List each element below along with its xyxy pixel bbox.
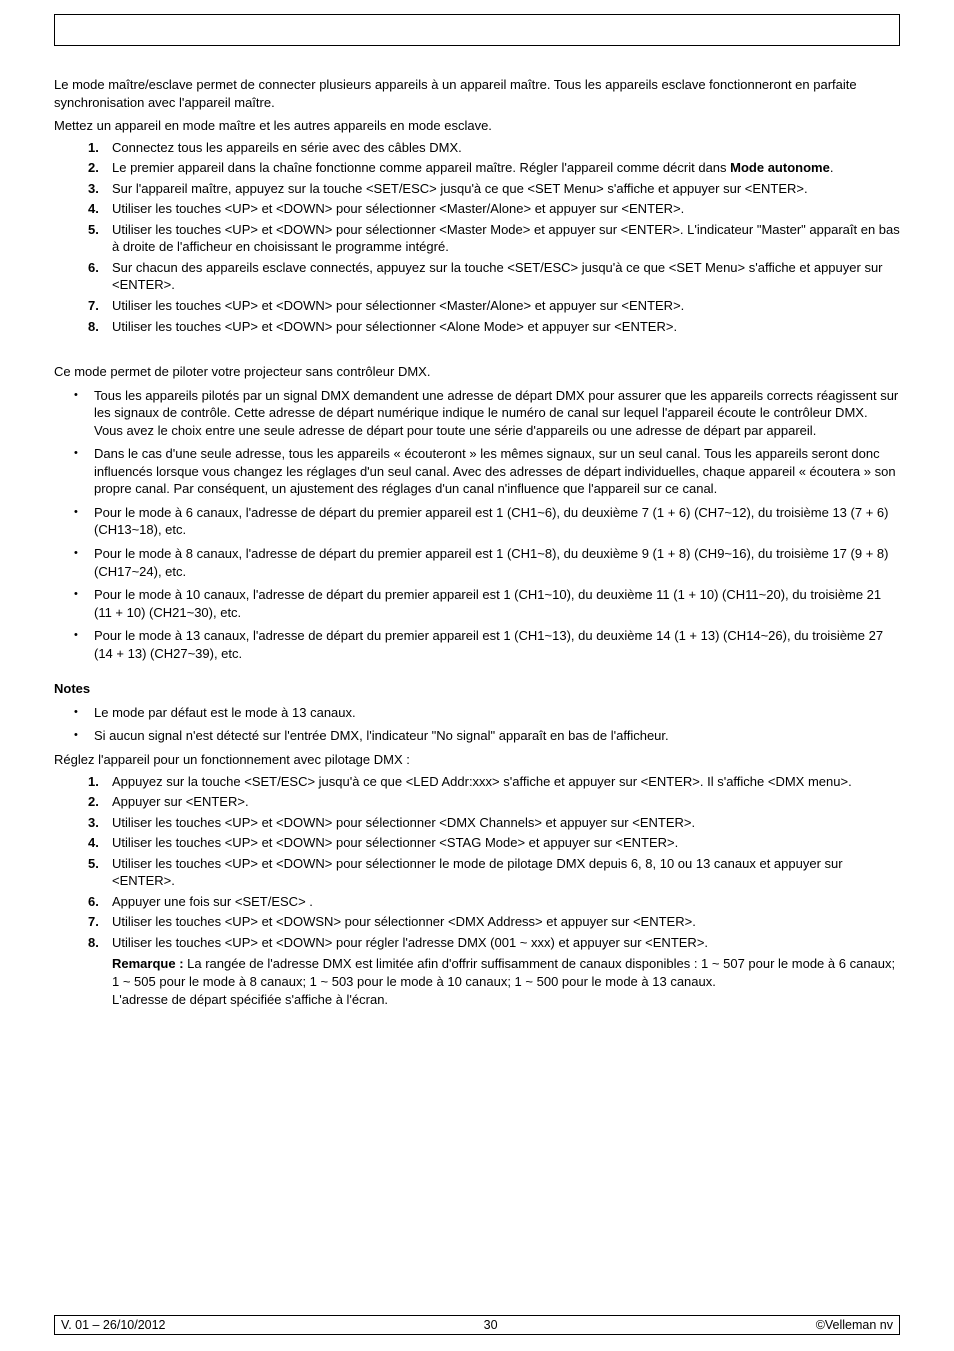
step-text: Utiliser les touches <UP> et <DOWN> pour… <box>112 814 900 832</box>
dmx-bullets: •Tous les appareils pilotés par un signa… <box>54 387 900 663</box>
step-text: Utiliser les touches <UP> et <DOWN> pour… <box>112 934 900 952</box>
remark-text: La rangée de l'adresse DMX est limitée a… <box>112 956 895 989</box>
bullet-text: Pour le mode à 6 canaux, l'adresse de dé… <box>94 504 900 539</box>
ms-intro-1: Le mode maître/esclave permet de connect… <box>54 76 900 111</box>
bullet-text: Pour le mode à 10 canaux, l'adresse de d… <box>94 586 900 621</box>
step-text: Utiliser les touches <UP> et <DOWN> pour… <box>112 221 900 256</box>
step-text: Utiliser les touches <UP> et <DOWN> pour… <box>112 297 900 315</box>
step-text: Appuyez sur la touche <SET/ESC> jusqu'à … <box>112 773 900 791</box>
step-num: 1. <box>88 139 112 157</box>
header-box <box>54 14 900 46</box>
step-num: 7. <box>88 913 112 931</box>
bullet-icon: • <box>74 627 94 662</box>
remark-block: Remarque : La rangée de l'adresse DMX es… <box>112 955 900 990</box>
step-text: Utiliser les touches <UP> et <DOWN> pour… <box>112 855 900 890</box>
bullet-icon: • <box>74 586 94 621</box>
dmx-notes: •Le mode par défaut est le mode à 13 can… <box>54 704 900 745</box>
step-num: 3. <box>88 814 112 832</box>
step-num: 6. <box>88 259 112 294</box>
remark-label: Remarque : <box>112 956 184 971</box>
dmx-intro: Ce mode permet de piloter votre projecte… <box>54 363 900 381</box>
ms-intro-2: Mettez un appareil en mode maître et les… <box>54 117 900 135</box>
step-text: Connectez tous les appareils en série av… <box>112 139 900 157</box>
step-num: 2. <box>88 159 112 177</box>
step-num: 1. <box>88 773 112 791</box>
bullet-icon: • <box>74 445 94 498</box>
step-num: 8. <box>88 934 112 952</box>
after-remark-text: L'adresse de départ spécifiée s'affiche … <box>112 991 900 1009</box>
step-num: 2. <box>88 793 112 811</box>
dmx-setup-steps: 1.Appuyez sur la touche <SET/ESC> jusqu'… <box>54 773 900 952</box>
bullet-text: Pour le mode à 13 canaux, l'adresse de d… <box>94 627 900 662</box>
footer-center: 30 <box>484 1318 498 1332</box>
step-text: Utiliser les touches <UP> et <DOWN> pour… <box>112 318 900 336</box>
step-num: 6. <box>88 893 112 911</box>
cross-ref: Mode autonome <box>730 160 830 175</box>
dmx-setup-intro: Réglez l'appareil pour un fonctionnement… <box>54 751 900 769</box>
step-text: Appuyer une fois sur <SET/ESC> . <box>112 893 900 911</box>
bullet-text: Tous les appareils pilotés par un signal… <box>94 387 900 440</box>
step-text: Utiliser les touches <UP> et <DOWN> pour… <box>112 200 900 218</box>
bullet-icon: • <box>74 727 94 745</box>
note-text: Si aucun signal n'est détecté sur l'entr… <box>94 727 900 745</box>
bullet-text: Dans le cas d'une seule adresse, tous le… <box>94 445 900 498</box>
step-num: 7. <box>88 297 112 315</box>
bullet-icon: • <box>74 504 94 539</box>
step-text: Sur l'appareil maître, appuyez sur la to… <box>112 180 900 198</box>
step-num: 5. <box>88 855 112 890</box>
bullet-icon: • <box>74 545 94 580</box>
step-text: Utiliser les touches <UP> et <DOWSN> pou… <box>112 913 900 931</box>
step-text: Le premier appareil dans la chaîne fonct… <box>112 159 900 177</box>
step-num: 4. <box>88 200 112 218</box>
note-text: Le mode par défaut est le mode à 13 cana… <box>94 704 900 722</box>
step-num: 8. <box>88 318 112 336</box>
bullet-icon: • <box>74 704 94 722</box>
footer-right: ©Velleman nv <box>816 1318 893 1332</box>
step-num: 3. <box>88 180 112 198</box>
step-text: Sur chacun des appareils esclave connect… <box>112 259 900 294</box>
ms-steps: 1.Connectez tous les appareils en série … <box>54 139 900 335</box>
bullet-text: Pour le mode à 8 canaux, l'adresse de dé… <box>94 545 900 580</box>
footer-left: V. 01 – 26/10/2012 <box>61 1318 166 1332</box>
step-num: 4. <box>88 834 112 852</box>
step-text: Appuyer sur <ENTER>. <box>112 793 900 811</box>
bullet-icon: • <box>74 387 94 440</box>
notes-title: Notes <box>54 680 900 698</box>
footer: V. 01 – 26/10/2012 30 ©Velleman nv <box>54 1315 900 1335</box>
step-num: 5. <box>88 221 112 256</box>
step-text: Utiliser les touches <UP> et <DOWN> pour… <box>112 834 900 852</box>
